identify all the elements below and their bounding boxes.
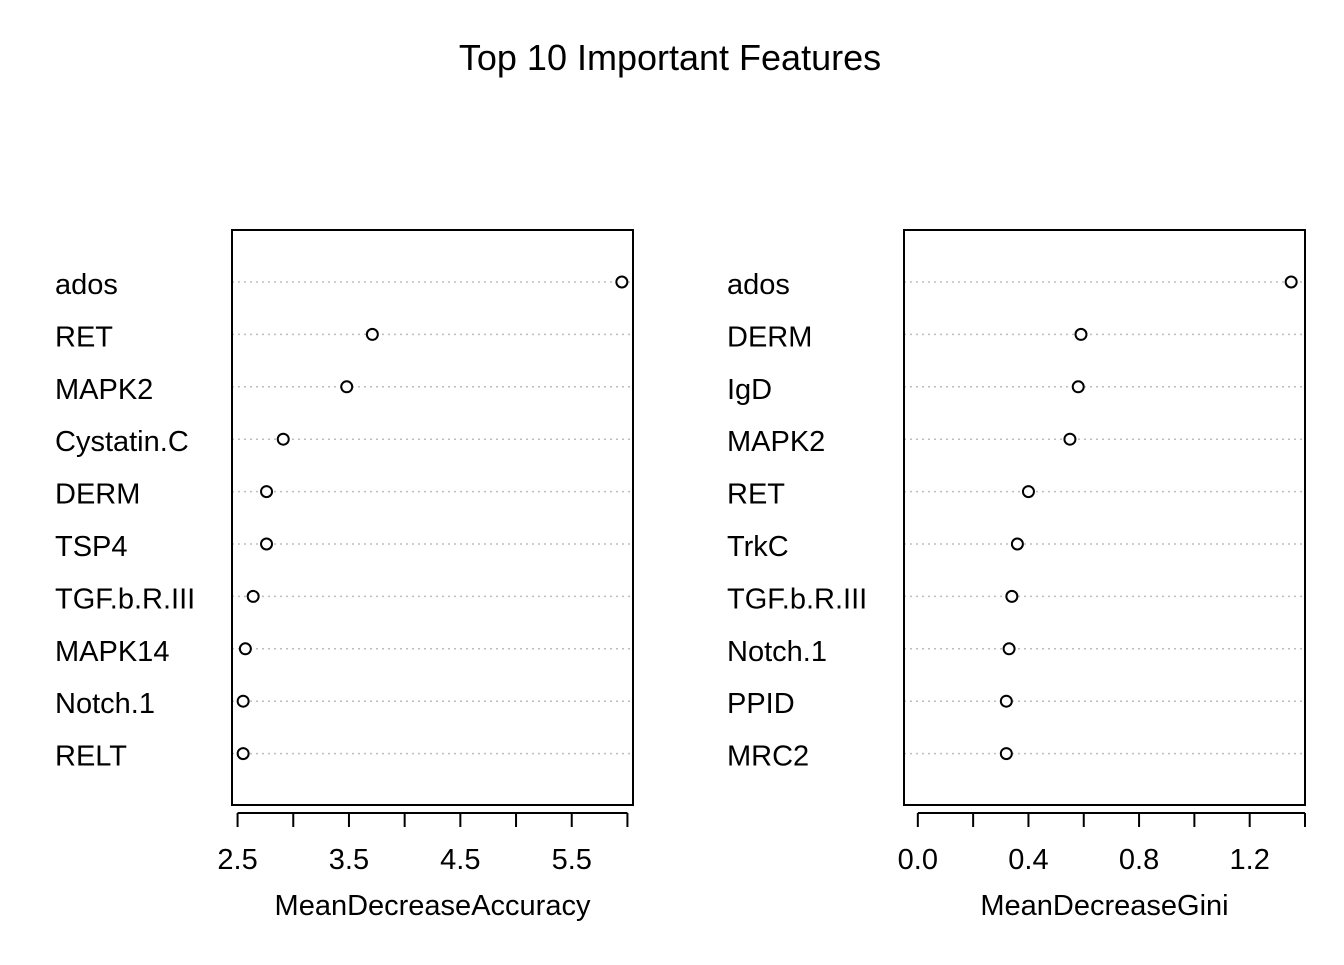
data-point [260, 485, 274, 499]
row-label: Notch.1 [727, 636, 827, 668]
data-point [1010, 537, 1024, 551]
panel-mean-decrease-gini: ados DERM IgD MAPK2 RET TrkC TGF.b.R.III Notch.… [727, 229, 1306, 922]
data-point [260, 537, 274, 551]
data-point [365, 327, 379, 341]
row-label: ados [727, 269, 790, 301]
row-label: TGF.b.R.III [55, 583, 195, 615]
plot-frame [903, 229, 1306, 806]
row-label: MRC2 [727, 741, 809, 773]
data-point [276, 432, 290, 446]
x-tick-label: 5.5 [552, 844, 592, 876]
x-axis-title: MeanDecreaseGini [980, 890, 1228, 922]
row-label: PPID [727, 688, 795, 720]
row-label: TSP4 [55, 531, 128, 563]
x-tick-label: 2.5 [217, 844, 257, 876]
row-label: DERM [55, 479, 140, 511]
data-point [1063, 432, 1077, 446]
data-point [236, 747, 250, 761]
x-tick-label: 1.2 [1230, 844, 1270, 876]
chart-title: Top 10 Important Features [459, 37, 881, 78]
x-tick-label: 3.5 [329, 844, 369, 876]
plot-frame [231, 229, 634, 806]
data-point [999, 747, 1013, 761]
row-label: MAPK14 [55, 636, 169, 668]
data-point [246, 589, 260, 603]
row-label: MAPK2 [55, 374, 153, 406]
data-point [1074, 327, 1088, 341]
row-label: DERM [727, 321, 812, 353]
data-point [1021, 485, 1035, 499]
row-label: RELT [55, 741, 127, 773]
x-axis-title: MeanDecreaseAccuracy [275, 890, 591, 922]
x-tick-label: 4.5 [440, 844, 480, 876]
data-point [340, 380, 354, 394]
data-point [999, 694, 1013, 708]
data-point [238, 642, 252, 656]
row-label: Notch.1 [55, 688, 155, 720]
row-label: ados [55, 269, 118, 301]
row-label: Cystatin.C [55, 426, 189, 458]
row-label: TrkC [727, 531, 789, 563]
panel-mean-decrease-accuracy: ados RET MAPK2 Cystatin.C DERM TSP4 TGF.b.R.II… [55, 229, 634, 922]
row-label: RET [55, 321, 113, 353]
row-label: IgD [727, 374, 772, 406]
data-point [1002, 642, 1016, 656]
x-tick-label: 0.8 [1119, 844, 1159, 876]
x-tick-label: 0.4 [1008, 844, 1048, 876]
data-point [1005, 589, 1019, 603]
data-point [615, 275, 629, 289]
data-point [236, 694, 250, 708]
row-label: TGF.b.R.III [727, 583, 867, 615]
row-label: MAPK2 [727, 426, 825, 458]
x-tick-label: 0.0 [898, 844, 938, 876]
data-point [1284, 275, 1298, 289]
row-label: RET [727, 479, 785, 511]
data-point [1071, 380, 1085, 394]
